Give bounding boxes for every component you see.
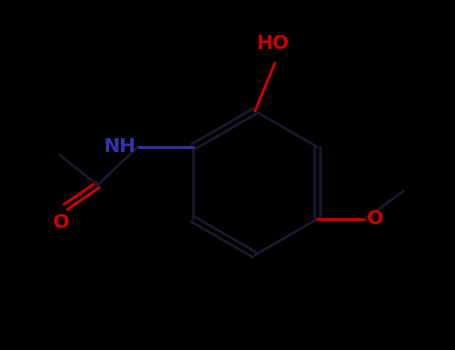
Text: O: O [53,213,70,232]
Text: HO: HO [257,34,289,53]
Text: O: O [367,210,384,229]
Text: NH: NH [103,138,136,156]
